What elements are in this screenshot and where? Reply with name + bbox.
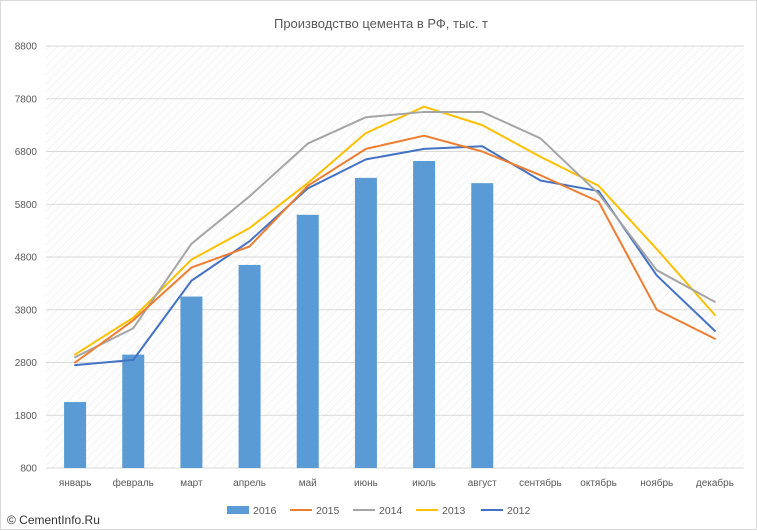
- legend-swatch-2016: [227, 506, 249, 514]
- bar-2016-февраль: [122, 354, 145, 468]
- bar-series: [64, 160, 494, 468]
- x-tick-label-7: август: [468, 478, 497, 489]
- gridlines: [46, 45, 744, 469]
- y-tick-label: 1800: [15, 411, 38, 422]
- legend-label-2014: 2014: [379, 505, 403, 517]
- line-series: [74, 105, 716, 367]
- bar-2016-июнь: [354, 177, 377, 468]
- watermark-text: © CementInfo.Ru: [7, 513, 100, 527]
- bar-2016-апрель: [238, 264, 261, 468]
- x-tick-label-3: апрель: [233, 478, 266, 489]
- y-tick-label: 3800: [15, 305, 38, 316]
- bar-2016-август: [471, 183, 494, 468]
- line-series-2015: [74, 134, 716, 364]
- x-tick-label-6: июль: [412, 478, 436, 489]
- legend-label-2015: 2015: [316, 505, 340, 517]
- bar-2016-январь: [64, 402, 87, 468]
- line-series-2014: [74, 110, 716, 359]
- x-tick-label-0: январь: [59, 478, 91, 489]
- x-tick-label-11: декабрь: [696, 477, 734, 489]
- y-axis-ticks: 800 1800 2800 3800 4800 5800 6800 7800 8800: [15, 42, 38, 475]
- x-tick-label-10: ноябрь: [640, 477, 673, 489]
- x-tick-label-2: март: [180, 478, 203, 489]
- y-tick-label: 7800: [15, 94, 38, 105]
- y-tick-label: 4800: [15, 253, 38, 264]
- y-tick-label: 8800: [15, 42, 38, 53]
- line-series-2013: [74, 105, 716, 356]
- legend: 2016 2015 2014 2013 2012: [227, 505, 531, 517]
- x-axis-ticks: январь февраль март апрель май июнь июль август…: [59, 477, 734, 489]
- x-tick-label-5: июнь: [354, 478, 378, 489]
- y-tick-label: 2800: [15, 358, 38, 369]
- x-tick-label-1: февраль: [113, 477, 154, 489]
- y-tick-label: 800: [20, 464, 37, 475]
- bar-2016-март: [180, 296, 203, 468]
- x-tick-label-9: октябрь: [580, 477, 617, 489]
- y-tick-label: 5800: [15, 200, 38, 211]
- bar-2016-май: [296, 214, 319, 468]
- watermark: © CementInfo.Ru: [7, 513, 100, 527]
- bar-2016-июль: [413, 160, 436, 468]
- legend-label-2016: 2016: [253, 505, 277, 517]
- x-tick-label-4: май: [299, 478, 317, 489]
- x-tick-label-8: сентябрь: [519, 477, 562, 489]
- y-tick-label: 6800: [15, 147, 38, 158]
- legend-label-2012: 2012: [507, 505, 531, 517]
- legend-label-2013: 2013: [442, 505, 466, 517]
- chart-title: Производство цемента в РФ, тыс. т: [274, 16, 488, 31]
